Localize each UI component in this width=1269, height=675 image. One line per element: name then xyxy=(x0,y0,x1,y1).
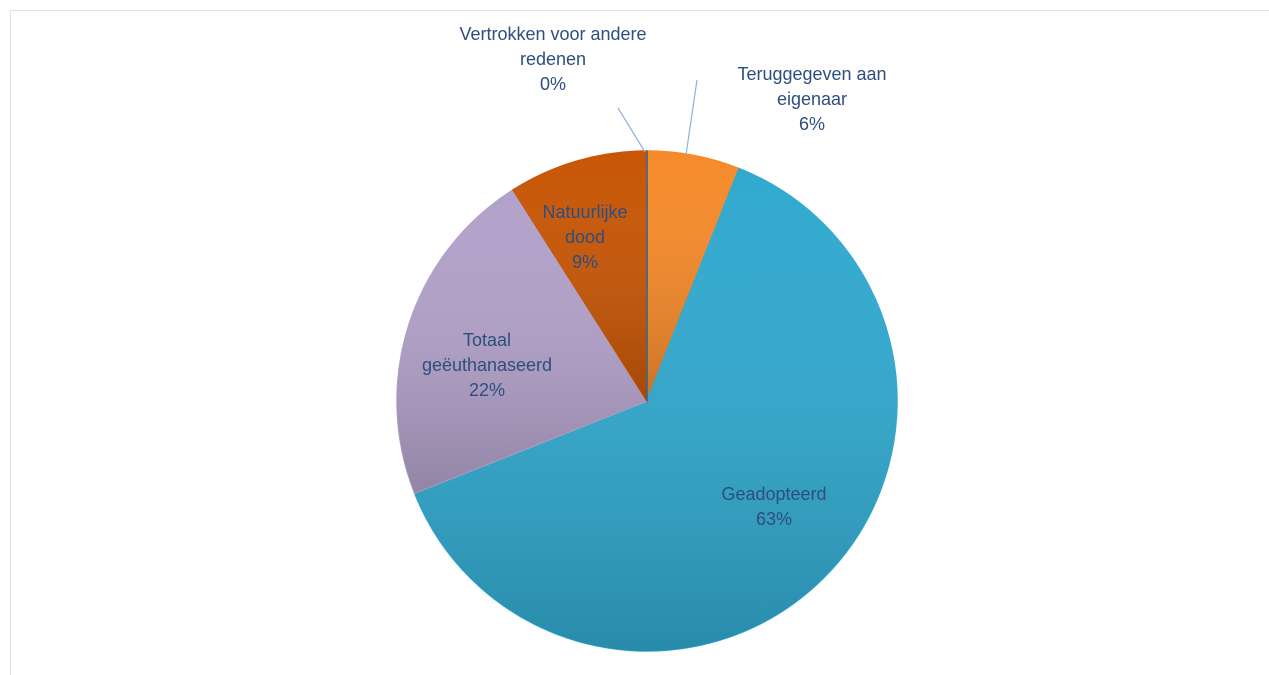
slice-shade xyxy=(396,189,647,494)
slice-shade xyxy=(647,151,740,401)
data-label: Totaal geëuthanaseerd 22% xyxy=(405,328,570,403)
category-label: Natuurlijke dood xyxy=(542,202,628,247)
slices xyxy=(396,150,898,652)
leader-line xyxy=(685,79,698,156)
category-label: Teruggegeven aan eigenaar xyxy=(737,64,887,109)
data-label: Teruggegeven aan eigenaar 6% xyxy=(725,62,900,137)
value-label: 22% xyxy=(468,380,506,400)
data-label: Vertrokken voor andere redenen 0% xyxy=(444,22,662,97)
category-label: Vertrokken voor andere redenen xyxy=(459,24,647,69)
data-label: Natuurlijke dood 9% xyxy=(529,200,641,275)
chart-frame xyxy=(10,10,1269,675)
value-label: 63% xyxy=(755,509,793,529)
value-label: 0% xyxy=(539,74,566,94)
slice-shade xyxy=(513,151,647,401)
slice-shade xyxy=(414,168,898,651)
data-label: Geadopteerd 63% xyxy=(694,482,854,532)
value-label: 6% xyxy=(798,114,825,134)
category-label: Geadopteerd xyxy=(721,484,827,504)
value-label: 9% xyxy=(571,252,598,272)
leader-line xyxy=(617,107,646,153)
category-label: Totaal geëuthanaseerd xyxy=(421,330,553,375)
